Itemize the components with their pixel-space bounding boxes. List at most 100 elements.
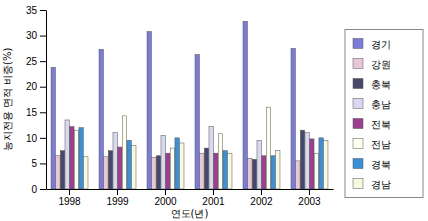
tick: 1999 bbox=[106, 189, 129, 207]
axis-line bbox=[46, 11, 47, 190]
x-axis: 1998 1999 2000 2001 2002 2003 bbox=[47, 189, 334, 207]
bar bbox=[60, 151, 64, 189]
legend-item: 경북 bbox=[353, 159, 391, 170]
tick: 25 bbox=[26, 56, 46, 67]
tick-mark bbox=[117, 189, 118, 195]
bar bbox=[84, 157, 88, 189]
bar bbox=[257, 140, 261, 189]
bar bbox=[314, 153, 318, 189]
bar bbox=[79, 128, 83, 189]
legend-item: 충남 bbox=[353, 99, 391, 110]
tick: 2003 bbox=[298, 189, 321, 207]
tick-mark bbox=[213, 189, 214, 195]
bar bbox=[51, 67, 55, 189]
legend-item: 경남 bbox=[353, 179, 391, 190]
bar bbox=[291, 48, 295, 189]
bar bbox=[113, 133, 117, 189]
tick-label: 10 bbox=[26, 133, 38, 144]
legend-label: 경기 bbox=[371, 39, 391, 50]
bar bbox=[108, 151, 112, 189]
bar bbox=[156, 156, 160, 189]
x-axis-title: 연도(년) bbox=[171, 208, 209, 219]
tick-mark bbox=[40, 163, 46, 164]
tick: 0 bbox=[31, 184, 46, 195]
bar bbox=[243, 21, 247, 189]
tick-mark bbox=[40, 189, 46, 190]
bar bbox=[147, 31, 151, 189]
tick-label: 30 bbox=[26, 30, 38, 41]
bar bbox=[204, 148, 208, 189]
bar bbox=[180, 143, 184, 189]
legend: 경기강원충북충남전북전남경북경남 bbox=[345, 30, 423, 198]
tick-mark bbox=[40, 87, 46, 88]
bar bbox=[161, 135, 165, 189]
bar bbox=[296, 161, 300, 189]
tick-label: 15 bbox=[26, 107, 38, 118]
bar bbox=[228, 153, 232, 189]
bar bbox=[218, 134, 222, 189]
tick-mark bbox=[40, 10, 46, 11]
bar bbox=[209, 127, 213, 189]
bar bbox=[175, 138, 179, 189]
bar bbox=[56, 156, 60, 189]
tick-mark bbox=[261, 189, 262, 195]
bar bbox=[166, 153, 170, 189]
legend-label: 전북 bbox=[371, 119, 391, 130]
legend-frame bbox=[345, 30, 423, 198]
tick-label: 0 bbox=[31, 184, 37, 195]
bar bbox=[104, 157, 108, 189]
legend-label: 경북 bbox=[371, 159, 391, 170]
tick-label: 5 bbox=[31, 158, 37, 169]
tick: 20 bbox=[26, 81, 46, 92]
bar bbox=[300, 130, 304, 189]
tick-mark bbox=[69, 189, 70, 195]
bar bbox=[122, 116, 126, 189]
bar bbox=[152, 157, 156, 189]
legend-label: 강원 bbox=[371, 59, 391, 70]
bar bbox=[324, 140, 328, 189]
legend-item: 충북 bbox=[353, 79, 391, 90]
tick-label: 25 bbox=[26, 56, 38, 67]
bar bbox=[127, 140, 131, 189]
bar bbox=[99, 49, 103, 189]
bar bbox=[200, 153, 204, 189]
tick: 35 bbox=[26, 5, 46, 16]
bar bbox=[252, 159, 256, 189]
bar bbox=[74, 130, 78, 189]
tick: 30 bbox=[26, 30, 46, 41]
tick-label: 2003 bbox=[298, 196, 321, 207]
tick: 10 bbox=[26, 133, 46, 144]
tick: 2001 bbox=[202, 189, 225, 207]
y-axis-title: 농지전용 면적 비중(%) bbox=[2, 48, 13, 152]
tick-mark bbox=[40, 36, 46, 37]
tick-mark bbox=[309, 189, 310, 195]
legend-item: 강원 bbox=[353, 59, 391, 70]
tick-mark bbox=[165, 189, 166, 195]
legend-label: 충북 bbox=[371, 79, 391, 90]
bar bbox=[319, 138, 323, 189]
axis-line bbox=[47, 189, 334, 190]
tick: 2000 bbox=[154, 189, 177, 207]
tick-mark bbox=[40, 138, 46, 139]
legend-label: 경남 bbox=[371, 179, 391, 190]
legend-item: 전남 bbox=[353, 139, 391, 150]
legend-item: 경기 bbox=[353, 39, 391, 50]
plot: 0 5 10 15 20 25 30 35 1998 1999 2000 2001 2002 2003 bbox=[26, 5, 334, 207]
bar bbox=[223, 151, 227, 189]
legend-swatch bbox=[353, 119, 363, 129]
bar bbox=[310, 139, 314, 189]
legend-item: 전북 bbox=[353, 119, 391, 130]
tick-label: 2002 bbox=[250, 196, 273, 207]
bar bbox=[271, 156, 275, 189]
legend-label: 충남 bbox=[371, 99, 391, 110]
tick-mark bbox=[40, 61, 46, 62]
legend-swatch bbox=[353, 39, 363, 49]
bar bbox=[170, 148, 174, 189]
tick-label: 20 bbox=[26, 81, 38, 92]
legend-label: 전남 bbox=[371, 139, 391, 150]
tick: 1998 bbox=[58, 189, 81, 207]
legend-swatch bbox=[353, 139, 363, 149]
bar bbox=[305, 133, 309, 189]
bar bbox=[262, 156, 266, 189]
legend-swatch bbox=[353, 179, 363, 189]
